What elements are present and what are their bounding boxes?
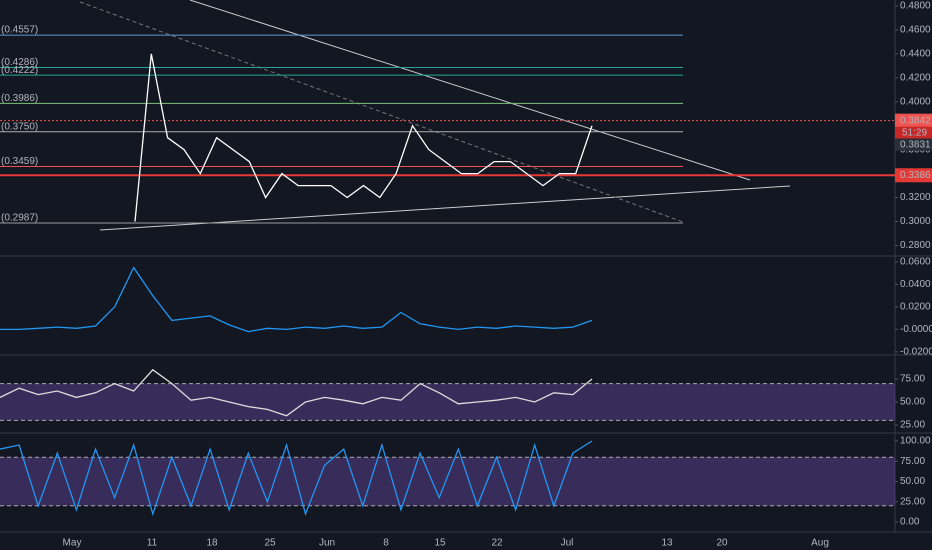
fib-label: (0.3459) bbox=[1, 156, 38, 167]
y-tick-label: 100.00 bbox=[900, 436, 931, 447]
x-tick-label: 18 bbox=[206, 538, 218, 549]
y-tick-label: 0.2800 bbox=[900, 240, 931, 251]
x-tick-label: 15 bbox=[434, 538, 446, 549]
series-line bbox=[134, 53, 593, 222]
y-tick-label: 0.0600 bbox=[900, 257, 931, 268]
x-tick-label: 11 bbox=[147, 538, 158, 549]
pane-separators bbox=[0, 0, 932, 533]
x-tick-label: 25 bbox=[264, 538, 276, 549]
x-tick-label: Jul bbox=[561, 538, 574, 549]
band bbox=[0, 383, 895, 421]
y-tick-label: -0.0000 bbox=[900, 324, 932, 335]
x-tick-label: Aug bbox=[811, 538, 829, 549]
y-tick-label: 0.4200 bbox=[900, 72, 931, 83]
price-tag-label: 0.3842 bbox=[900, 115, 931, 126]
x-tick-label: 20 bbox=[716, 538, 728, 549]
x-tick-label: 13 bbox=[661, 538, 673, 549]
countdown-bg bbox=[895, 126, 932, 139]
y-tick-label: 75.00 bbox=[900, 374, 925, 385]
countdown: 51:29 bbox=[902, 127, 927, 138]
y-tick-label: 0.4600 bbox=[900, 25, 931, 36]
fib-label: (0.2987) bbox=[1, 213, 38, 224]
y-tick-label: 50.00 bbox=[900, 476, 925, 487]
series-line bbox=[0, 266, 593, 333]
price-tag bbox=[895, 168, 932, 183]
y-tick-label: 25.00 bbox=[900, 420, 925, 431]
y-tick-label: 75.00 bbox=[900, 456, 925, 467]
y-tick-label: 50.00 bbox=[900, 397, 925, 408]
y-tick-label: 0.00 bbox=[900, 517, 920, 528]
x-tick-label: 8 bbox=[383, 538, 389, 549]
last-price: 0.3831 bbox=[900, 139, 931, 150]
x-tick-label: May bbox=[63, 538, 82, 549]
y-tick-label: 0.3000 bbox=[900, 216, 931, 227]
y-tick-label: 0.0400 bbox=[900, 279, 931, 290]
y-tick-label: 0.0200 bbox=[900, 302, 931, 313]
band bbox=[0, 457, 895, 506]
fib-label: (0.3986) bbox=[1, 93, 38, 104]
price-tag bbox=[895, 113, 932, 128]
x-tick-label: Jun bbox=[319, 538, 335, 549]
y-tick-label: 0.4800 bbox=[900, 1, 931, 12]
price-tag-label: 0.3386 bbox=[900, 170, 931, 181]
y-tick-label: 25.00 bbox=[900, 496, 925, 507]
x-tick-label: 22 bbox=[491, 538, 503, 549]
y-tick-label: 0.4400 bbox=[900, 49, 931, 60]
series-line bbox=[0, 440, 593, 517]
y-tick-label: -0.0200 bbox=[900, 347, 932, 358]
fib-label: (0.4222) bbox=[1, 65, 38, 76]
trendlines bbox=[79, 0, 791, 231]
fib-label: (0.4557) bbox=[1, 25, 38, 36]
fib-label: (0.4286) bbox=[1, 57, 38, 68]
y-tick-label: 0.3200 bbox=[900, 192, 931, 203]
fib-label: (0.3750) bbox=[1, 121, 38, 132]
last-bg bbox=[895, 138, 932, 151]
series-line bbox=[0, 368, 593, 417]
y-tick-label: 0.4000 bbox=[900, 96, 931, 107]
